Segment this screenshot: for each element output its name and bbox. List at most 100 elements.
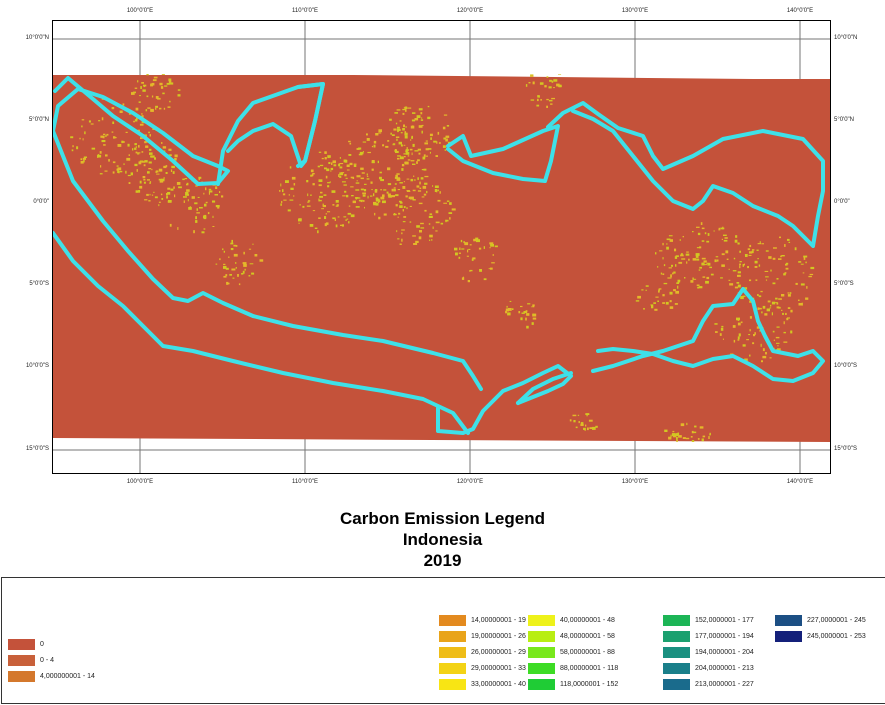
vegetation-speck	[422, 156, 426, 160]
vegetation-speck	[776, 342, 780, 344]
vegetation-speck	[342, 181, 346, 183]
vegetation-speck	[778, 298, 782, 300]
vegetation-speck	[400, 201, 403, 204]
vegetation-speck	[433, 140, 437, 143]
legend-item: 152,0000001 - 177	[663, 615, 754, 626]
vegetation-speck	[715, 256, 719, 258]
vegetation-speck	[773, 339, 775, 341]
vegetation-speck	[405, 149, 409, 152]
vegetation-speck	[668, 436, 672, 440]
vegetation-speck	[397, 128, 401, 131]
vegetation-speck	[83, 159, 85, 163]
vegetation-speck	[151, 168, 153, 171]
vegetation-speck	[340, 172, 345, 174]
vegetation-speck	[548, 86, 552, 89]
vegetation-speck	[321, 157, 324, 160]
vegetation-speck	[783, 341, 788, 343]
vegetation-speck	[138, 145, 140, 148]
lat-tick-left-1: 10°0'0"N	[25, 35, 49, 41]
emission-raster	[53, 74, 830, 442]
vegetation-speck	[680, 253, 683, 255]
vegetation-speck	[420, 227, 425, 229]
vegetation-speck	[749, 279, 752, 282]
vegetation-speck	[709, 432, 711, 435]
vegetation-speck	[442, 145, 446, 148]
vegetation-speck	[338, 174, 340, 177]
vegetation-speck	[651, 305, 654, 309]
vegetation-speck	[312, 210, 316, 212]
vegetation-speck	[356, 197, 361, 199]
vegetation-speck	[692, 277, 694, 280]
vegetation-speck	[227, 282, 230, 285]
vegetation-speck	[223, 250, 225, 253]
vegetation-speck	[392, 144, 396, 146]
vegetation-speck	[397, 157, 400, 160]
vegetation-speck	[676, 440, 678, 442]
vegetation-speck	[469, 244, 472, 246]
legend-swatch	[528, 647, 555, 658]
vegetation-speck	[360, 167, 364, 170]
vegetation-speck	[127, 143, 130, 147]
vegetation-speck	[158, 178, 162, 181]
vegetation-speck	[139, 180, 142, 184]
vegetation-speck	[125, 170, 127, 174]
vegetation-speck	[281, 200, 283, 204]
vegetation-speck	[251, 272, 255, 275]
legend-label: 58,00000001 - 88	[560, 649, 615, 656]
vegetation-speck	[121, 140, 124, 144]
vegetation-speck	[737, 339, 740, 341]
vegetation-speck	[669, 306, 674, 309]
vegetation-speck	[134, 163, 138, 167]
vegetation-speck	[123, 163, 125, 165]
vegetation-speck	[346, 218, 349, 220]
vegetation-speck	[429, 151, 431, 154]
vegetation-speck	[366, 133, 368, 136]
vegetation-speck	[259, 259, 264, 262]
legend-label: 0 - 4	[40, 657, 55, 664]
vegetation-speck	[790, 309, 793, 313]
vegetation-speck	[144, 160, 148, 163]
vegetation-speck	[141, 161, 145, 163]
legend-item: 177,0000001 - 194	[663, 631, 754, 642]
legend-item: 227,0000001 - 245	[775, 615, 866, 626]
vegetation-speck	[416, 161, 418, 164]
vegetation-speck	[223, 275, 226, 278]
vegetation-speck	[680, 254, 684, 257]
vegetation-speck	[134, 147, 137, 150]
vegetation-speck	[659, 250, 663, 252]
vegetation-speck	[128, 113, 132, 115]
vegetation-speck	[445, 138, 448, 142]
legend-item: 14,00000001 - 19	[439, 615, 526, 626]
vegetation-speck	[186, 183, 188, 186]
vegetation-speck	[81, 119, 85, 121]
vegetation-speck	[530, 99, 535, 101]
lon-tick-top-4: 130°0'0"E	[621, 8, 649, 14]
vegetation-speck	[133, 120, 135, 123]
vegetation-speck	[723, 265, 725, 267]
vegetation-speck	[653, 302, 656, 304]
vegetation-speck	[325, 175, 328, 179]
vegetation-speck	[242, 262, 247, 265]
vegetation-speck	[412, 163, 416, 165]
vegetation-speck	[728, 279, 731, 281]
vegetation-speck	[420, 177, 424, 180]
vegetation-speck	[464, 242, 469, 246]
vegetation-speck	[725, 250, 729, 254]
vegetation-speck	[382, 144, 385, 147]
vegetation-speck	[378, 129, 382, 133]
vegetation-speck	[375, 198, 380, 202]
vegetation-speck	[663, 264, 666, 267]
vegetation-speck	[405, 126, 407, 128]
vegetation-speck	[446, 200, 450, 202]
vegetation-speck	[662, 273, 665, 275]
vegetation-speck	[657, 266, 659, 268]
vegetation-speck	[350, 186, 354, 188]
legend-item: 88,00000001 - 118	[528, 663, 618, 674]
vegetation-speck	[403, 181, 405, 183]
vegetation-speck	[149, 134, 151, 137]
vegetation-speck	[699, 426, 704, 429]
vegetation-speck	[355, 189, 360, 191]
lon-tick-top-2: 110°0'0"E	[292, 8, 318, 14]
vegetation-speck	[734, 239, 738, 243]
vegetation-speck	[413, 179, 416, 181]
